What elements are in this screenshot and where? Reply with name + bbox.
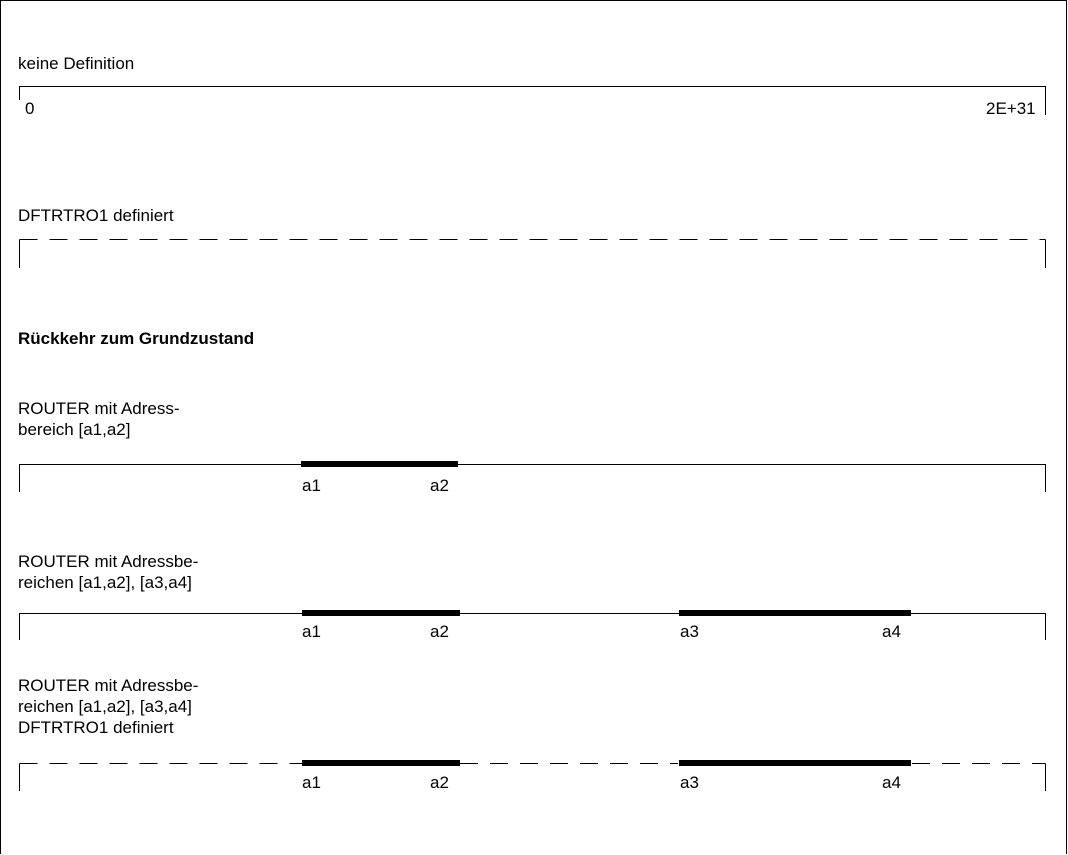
router3-label-a1: a1 [302,773,321,792]
router3-title-line1: ROUTER mit Adressbe- [18,676,199,695]
full-range-bracket [19,86,1046,115]
section-heading: Rückkehr zum Grundzustand [18,329,255,348]
router2-label-a4: a4 [882,622,901,641]
router2-label-a2: a2 [430,622,449,641]
router2-label-a3: a3 [680,622,699,641]
router1-label-a2: a2 [430,476,449,495]
router1-bracket [19,464,1046,492]
router1-label-a1: a1 [302,476,321,495]
router3-label-a3: a3 [680,773,699,792]
router2-range-a1-a2 [302,610,460,616]
keine-definition-title: keine Definition [18,54,135,73]
range-start-label: 0 [25,99,35,118]
router2-title-line1: ROUTER mit Adressbe- [18,552,199,571]
router1-title-line1: ROUTER mit Adress- [18,399,180,418]
dftrtro1-title: DFTRTRO1 definiert [18,206,174,225]
router2-range-a3-a4 [679,610,911,616]
range-end-label: 2E+31 [986,99,1036,118]
router3-title-line2: reichen [a1,a2], [a3,a4] [18,697,192,716]
router1-title-line2: bereich [a1,a2] [18,420,131,439]
router2-label-a1: a1 [302,622,321,641]
router1-range-a1-a2 [301,461,458,467]
router3-label-a2: a2 [430,773,449,792]
router3-range-a3-a4 [679,760,911,766]
router3-title-line3: DFTRTRO1 definiert [18,718,174,737]
router2-title-line2: reichen [a1,a2], [a3,a4] [18,573,192,592]
router2-bracket [19,613,1046,640]
router3-label-a4: a4 [882,773,901,792]
router3-range-a1-a2 [302,760,460,766]
